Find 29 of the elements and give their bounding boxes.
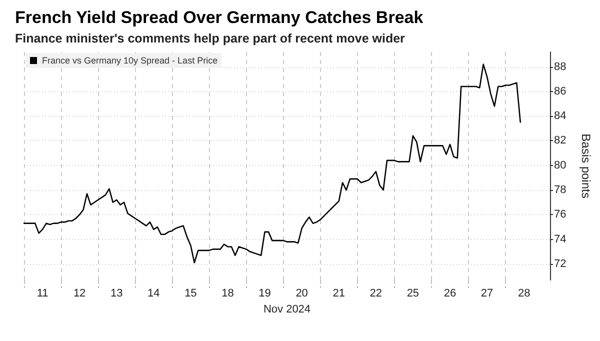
legend-label: France vs Germany 10y Spread - Last Price: [42, 56, 218, 66]
y-tick-label: 72: [554, 258, 566, 270]
y-tick-label: 80: [554, 159, 566, 172]
x-tick-label: 11: [36, 288, 48, 300]
y-tick-label: 84: [554, 110, 566, 122]
x-tick-label: 26: [444, 288, 456, 300]
y-tick-label: 78: [554, 184, 566, 196]
x-tick-label: 22: [370, 288, 382, 300]
x-axis-title: Nov 2024: [263, 303, 311, 316]
line-series: [23, 64, 522, 264]
y-axis-title: Basis points: [579, 134, 593, 198]
y-tick-label: 82: [554, 134, 566, 147]
x-tick-label: 20: [296, 288, 308, 300]
chart-subtitle: Finance minister's comments help pare part of recent move wider: [15, 32, 406, 46]
chart-title: French Yield Spread Over Germany Catches Break: [15, 8, 424, 27]
x-tick-label: 19: [258, 288, 271, 300]
x-tick-label: 13: [110, 288, 123, 300]
x-tick-label: 21: [332, 288, 345, 300]
x-tick-label: 14: [148, 288, 160, 300]
x-tick-label: 12: [73, 288, 86, 300]
x-tick-label: 27: [480, 288, 494, 300]
x-tick-label: 28: [518, 288, 530, 300]
y-tick-label: 76: [554, 208, 566, 221]
y-tick-label: 86: [554, 85, 566, 98]
x-tick-label: 18: [222, 288, 234, 300]
y-tick-label: 74: [554, 233, 566, 246]
x-tick-label: 25: [406, 288, 420, 300]
x-tick-label: 15: [184, 288, 197, 300]
y-tick-label: 88: [554, 60, 566, 73]
